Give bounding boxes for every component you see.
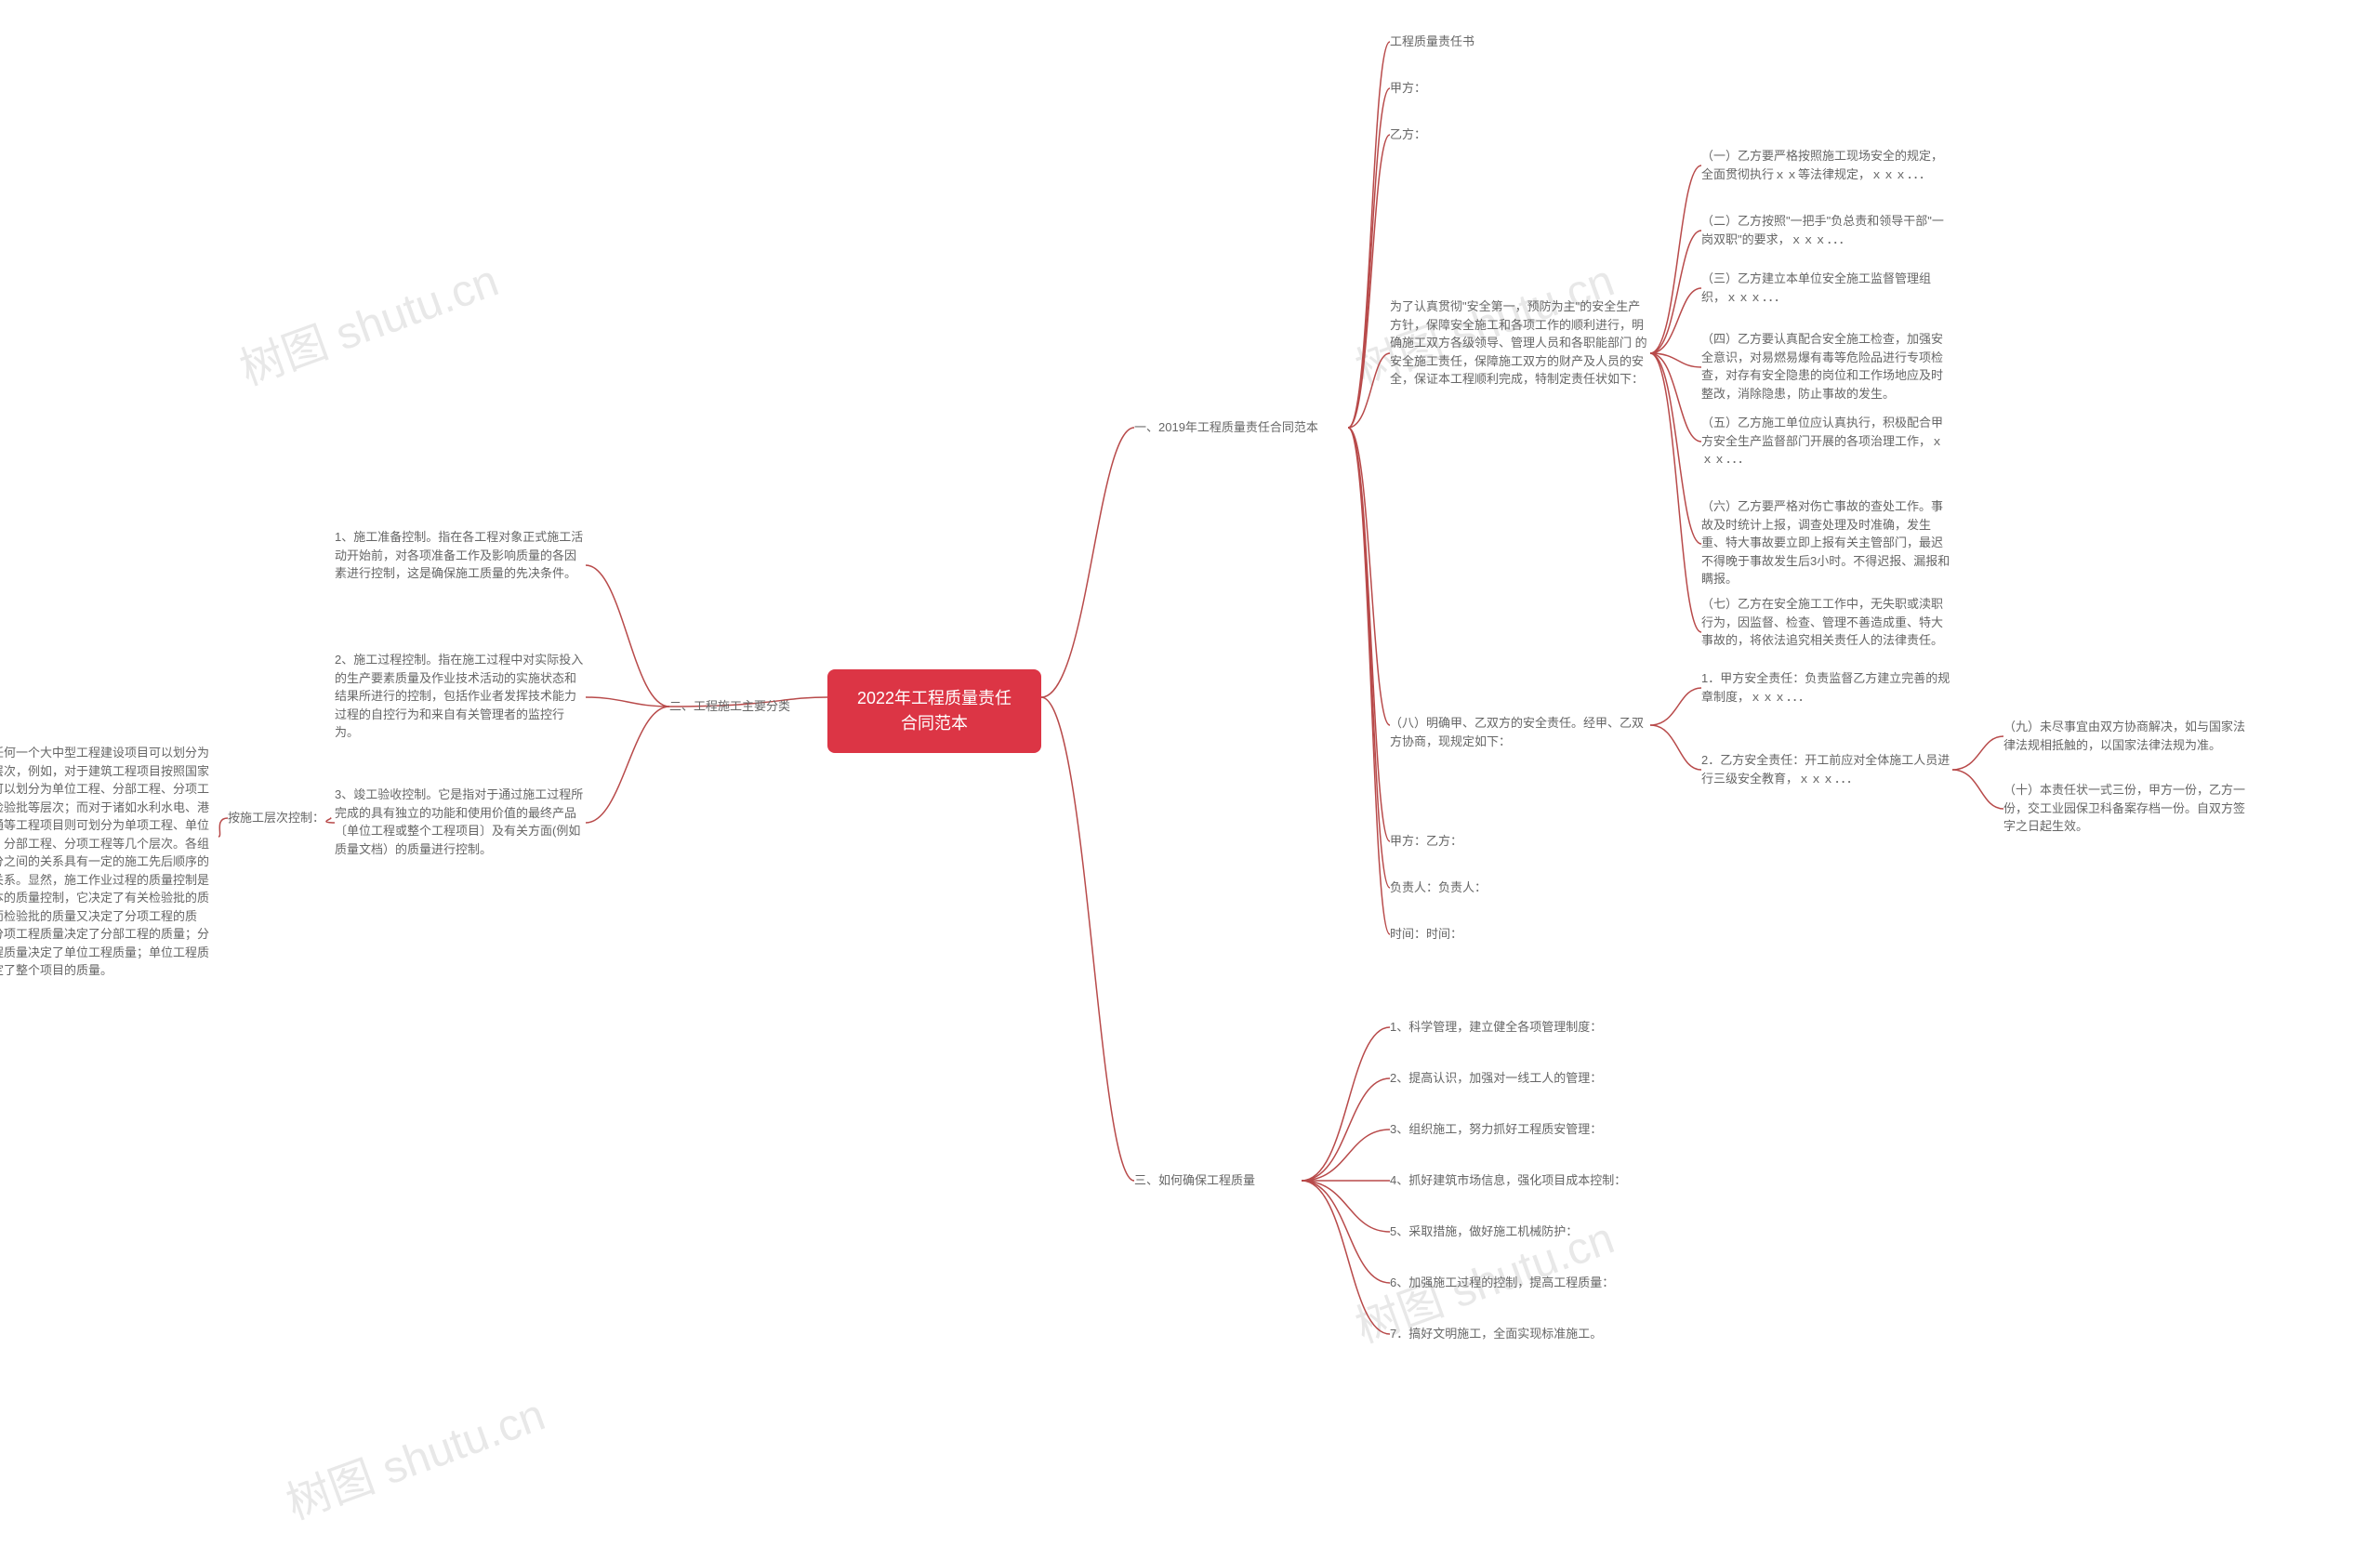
node-b1-4[interactable]: 为了认真贯彻"安全第一，预防为主"的安全生产方针，保障安全施工和各项工作的顺利进… (1390, 297, 1650, 389)
node-b1-5[interactable]: （八）明确甲、乙双方的安全责任。经甲、乙双方协商，现规定如下： (1390, 714, 1650, 750)
node-b1-4-3[interactable]: （三）乙方建立本单位安全施工监督管理组织，ｘｘｘ．．． (1701, 270, 1952, 306)
node-b3-5[interactable]: 5、采取措施，做好施工机械防护： (1390, 1222, 1578, 1241)
node-b1-5-2-2[interactable]: （十）本责任状一式三份，甲方一份，乙方一份，交工业园保卫科备案存档一份。自双方签… (2003, 781, 2254, 836)
node-b1-7[interactable]: 负责人：负责人： (1390, 879, 1487, 897)
node-b2-3-1-1[interactable]: 通常任何一个大中型工程建设项目可以划分为若干层次，例如，对于建筑工程项目按照国家… (0, 744, 218, 980)
branch-3-label[interactable]: 三、如何确保工程质量 (1134, 1171, 1255, 1190)
watermark: 树图 shutu.cn (276, 1378, 552, 1531)
node-b1-4-1[interactable]: （一）乙方要严格按照施工现场安全的规定，全面贯彻执行ｘｘ等法律规定，ｘｘｘ．．． (1701, 147, 1952, 183)
node-b3-6[interactable]: 6、加强施工过程的控制，提高工程质量： (1390, 1274, 1614, 1292)
watermark: 树图 shutu.cn (230, 244, 506, 397)
node-b1-5-1[interactable]: 1．甲方安全责任：负责监督乙方建立完善的规章制度，ｘｘｘ．．． (1701, 669, 1952, 706)
center-title: 2022年工程质量责任合同范本 (857, 689, 1012, 733)
node-b1-6[interactable]: 甲方：乙方： (1390, 832, 1462, 851)
node-b2-2[interactable]: 2、施工过程控制。指在施工过程中对实际投入的生产要素质量及作业技术活动的实施状态… (335, 651, 586, 742)
node-b1-2[interactable]: 甲方： (1390, 79, 1426, 98)
node-b1-3[interactable]: 乙方： (1390, 126, 1426, 144)
branch-1-label[interactable]: 一、2019年工程质量责任合同范本 (1134, 418, 1318, 437)
branch-2-label[interactable]: 二、工程施工主要分类 (669, 697, 790, 716)
node-b1-1[interactable]: 工程质量责任书 (1390, 33, 1474, 51)
center-node[interactable]: 2022年工程质量责任合同范本 (827, 669, 1041, 753)
node-b1-4-2[interactable]: （二）乙方按照"一把手"负总责和领导干部"一岗双职"的要求，ｘｘｘ．．． (1701, 212, 1952, 248)
node-b3-2[interactable]: 2、提高认识，加强对一线工人的管理： (1390, 1069, 1602, 1088)
node-b1-5-2[interactable]: 2．乙方安全责任：开工前应对全体施工人员进行三级安全教育，ｘｘｘ．．． (1701, 751, 1952, 787)
node-b3-1[interactable]: 1、科学管理，建立健全各项管理制度： (1390, 1018, 1602, 1037)
node-b1-4-4[interactable]: （四）乙方要认真配合安全施工检查，加强安全意识，对易燃易爆有毒等危险品进行专项检… (1701, 330, 1952, 403)
node-b1-4-7[interactable]: （七）乙方在安全施工工作中，无失职或渎职行为，因监督、检查、管理不善造成重、特大… (1701, 595, 1952, 650)
node-b3-4[interactable]: 4、抓好建筑市场信息，强化项目成本控制： (1390, 1171, 1626, 1190)
node-b3-7[interactable]: 7．搞好文明施工，全面实现标准施工。 (1390, 1325, 1602, 1343)
node-b2-1[interactable]: 1、施工准备控制。指在各工程对象正式施工活动开始前，对各项准备工作及影响质量的各… (335, 528, 586, 583)
node-b1-4-6[interactable]: （六）乙方要严格对伤亡事故的查处工作。事故及时统计上报，调查处理及时准确，发生重… (1701, 497, 1952, 588)
node-b1-4-5[interactable]: （五）乙方施工单位应认真执行，积极配合甲方安全生产监督部门开展的各项治理工作，ｘ… (1701, 414, 1952, 469)
node-b3-3[interactable]: 3、组织施工，努力抓好工程质安管理： (1390, 1120, 1602, 1139)
mindmap-connectors (0, 0, 2380, 1546)
node-b1-5-2-1[interactable]: （九）未尽事宜由双方协商解决，如与国家法律法规相抵触的，以国家法律法规为准。 (2003, 718, 2254, 754)
node-b1-8[interactable]: 时间：时间： (1390, 925, 1462, 944)
node-b2-3[interactable]: 3、竣工验收控制。它是指对于通过施工过程所完成的具有独立的功能和使用价值的最终产… (335, 786, 586, 858)
node-b2-3-1[interactable]: 按施工层次控制： (228, 809, 324, 827)
